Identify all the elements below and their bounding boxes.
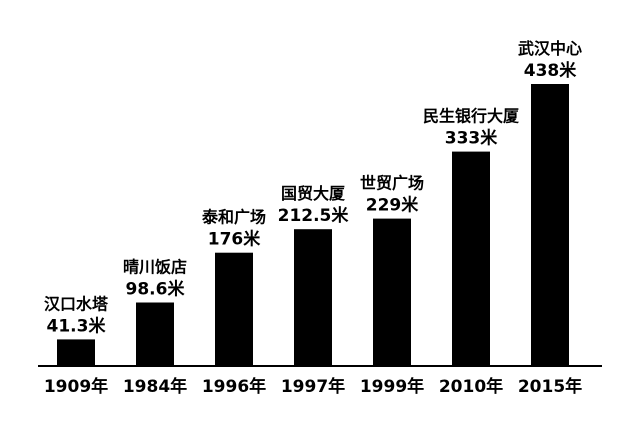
x-tick-label: 1999年 xyxy=(360,376,424,397)
bar-value-label: 333米 xyxy=(445,128,498,149)
bar xyxy=(373,218,411,366)
bar-name-label: 民生银行大厦 xyxy=(423,107,520,126)
bar-name-label: 泰和广场 xyxy=(201,208,266,227)
x-tick-label: 1997年 xyxy=(281,376,345,397)
x-tick-labels: 1909年 1984年 1996年 1997年 1999年 2010年 2015年 xyxy=(44,376,582,397)
x-tick-label: 2010年 xyxy=(439,376,503,397)
bar-value-label: 41.3米 xyxy=(47,315,107,336)
bar xyxy=(215,252,253,366)
bar-value-label: 212.5米 xyxy=(278,205,350,226)
bar-value-label: 98.6米 xyxy=(126,279,186,300)
bar xyxy=(531,84,569,366)
bar xyxy=(57,339,95,366)
bar xyxy=(452,151,490,366)
bar xyxy=(294,229,332,366)
bar-name-label: 武汉中心 xyxy=(518,39,582,58)
bar xyxy=(136,302,174,366)
x-tick-label: 1996年 xyxy=(202,376,266,397)
bar-name-label: 世贸广场 xyxy=(360,174,424,193)
x-tick-label: 2015年 xyxy=(518,376,582,397)
bar-value-label: 438米 xyxy=(524,60,577,81)
bar-name-label: 汉口水塔 xyxy=(44,294,109,313)
x-tick-label: 1909年 xyxy=(44,376,108,397)
bar-value-label: 229米 xyxy=(366,195,419,216)
bar-name-label: 国贸大厦 xyxy=(281,184,346,203)
bar-name-label: 晴川饭店 xyxy=(123,258,187,277)
bar-value-label: 176米 xyxy=(208,229,261,250)
x-tick-label: 1984年 xyxy=(123,376,187,397)
